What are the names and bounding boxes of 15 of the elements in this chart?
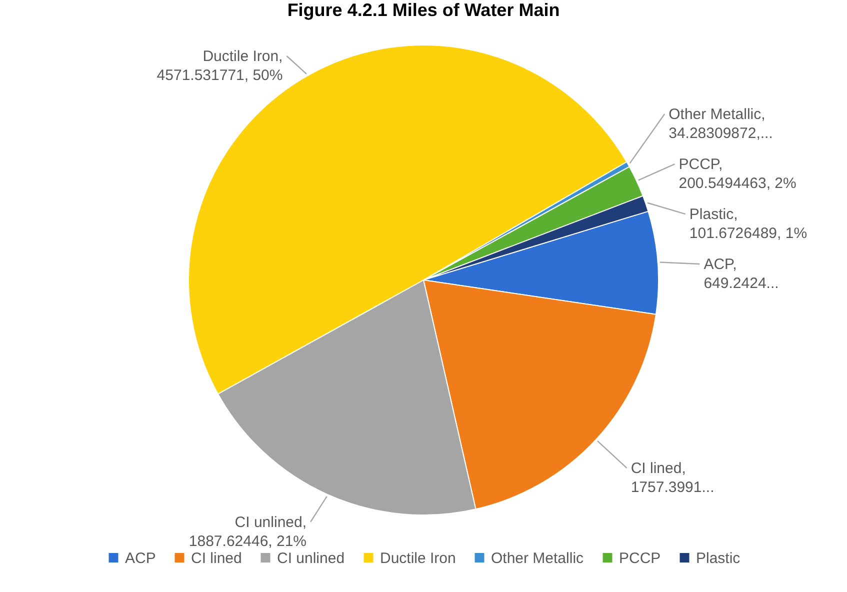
data-label: CI unlined, 1887.62446, 21%	[188, 514, 307, 550]
data-label: Other Metallic, 34.28309872,...	[668, 106, 773, 142]
legend-label: Other Metallic	[491, 550, 584, 567]
legend-label: CI lined	[191, 550, 242, 567]
legend-label: Ductile Iron	[380, 550, 456, 567]
data-label: PCCP, 200.5494463, 2%	[678, 156, 796, 192]
legend-label: CI unlined	[277, 550, 345, 567]
data-label: Ductile Iron, 4571.531771, 50%	[156, 48, 283, 84]
legend-label: Plastic	[696, 550, 741, 567]
legend-label: PCCP	[619, 550, 661, 567]
data-label: ACP, 649.2424...	[704, 256, 779, 292]
data-label: CI lined, 1757.3991...	[630, 460, 714, 496]
chart-title: Figure 4.2.1 Miles of Water Main	[287, 0, 560, 20]
data-label: Plastic, 101.6726489, 1%	[689, 206, 808, 242]
legend-label: ACP	[125, 550, 156, 567]
